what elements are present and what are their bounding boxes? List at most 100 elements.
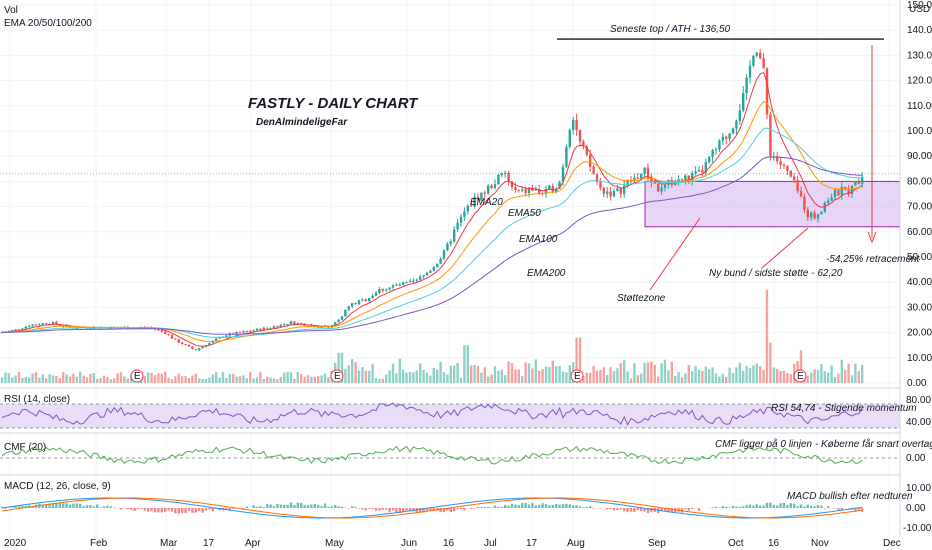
candle-body [636,177,639,179]
candle-body [276,326,279,328]
macd-histogram-bar [820,505,823,508]
candle-body [177,339,180,343]
volume-bar [344,368,347,383]
candle-body [830,197,833,201]
macd-histogram-bar [789,503,792,508]
volume-bar [541,369,544,383]
volume-bar [266,376,269,383]
candle-body [657,183,660,192]
candle-body [789,170,792,177]
volume-bar [357,370,361,383]
macd-histogram-bar [58,503,61,508]
macd-histogram-bar [507,505,510,508]
cmf-label: CMF (20) [4,442,46,453]
macd-histogram-bar [629,508,633,512]
candle-body [643,167,646,174]
volume-bar [453,365,456,383]
macd-histogram-bar [769,502,772,508]
volume-bar [531,368,534,383]
candle-body [837,189,840,196]
volume-bar [548,367,551,383]
volume-bar [4,372,7,383]
macd-histogram-bar [623,508,626,512]
macd-histogram-bar [45,504,48,508]
macd-histogram-bar [735,506,738,508]
volume-bar [446,374,449,383]
volume-bar [534,359,537,383]
macd-histogram-bar [378,508,381,511]
volume-bar [65,374,68,383]
macd-histogram-bar [357,508,361,509]
macd-histogram-bar [126,508,129,510]
ema100-label: EMA100 [519,234,558,245]
volume-bars [0,289,864,383]
price-tick: 150.00 [907,0,932,11]
candle-body [483,192,486,194]
candle-body [476,196,480,201]
time-tick: Aug [567,538,585,549]
candle-body [208,342,211,346]
earnings-marker-label: E [797,371,804,382]
volume-bar [160,373,163,383]
candle-body [160,329,163,332]
volume-bar [806,375,809,383]
candle-body [538,188,541,193]
macd-histogram-bar [589,506,592,508]
volume-bar [89,373,92,383]
support-zone-rect [644,180,901,228]
volume-bar [289,372,293,383]
macd-histogram-bar [521,502,524,508]
volume-bar [116,373,119,383]
macd-histogram-bar [646,508,650,514]
time-tick: Feb [90,538,108,549]
macd-histogram-bar [381,508,384,510]
volume-bar [582,375,585,383]
volume-bar [218,377,221,383]
volume-bar [391,363,395,383]
volume-bar [762,370,765,383]
volume-bar [385,374,388,383]
macd-histogram-bar [762,505,765,508]
volume-bar [466,345,469,383]
volume-bar [745,366,748,383]
volume-bar [776,368,779,383]
macd-histogram-bar [453,508,456,512]
volume-bar [694,366,697,383]
volume-bar [585,372,588,383]
macd-histogram-bar [718,507,721,508]
volume-bar [827,372,830,383]
volume-bar [51,375,55,383]
volume-bar [721,373,724,383]
macd-histogram-bar [626,508,629,512]
candle-body [527,187,531,194]
candle-body [779,161,782,165]
candle-body [21,328,24,330]
candle-body [255,328,259,331]
candle-body [558,181,561,189]
macd-histogram-bar [745,505,748,508]
time-tick: 2020 [4,538,27,549]
candle-body [334,322,337,326]
price-axis-panel [900,0,932,550]
volume-bar [799,350,803,383]
rsi-tick: 80.00 [906,395,931,406]
volume-bar [772,367,775,383]
candle-body [310,325,313,327]
volume-bar [844,370,847,383]
candle-body [218,337,221,339]
macd-histogram-bar [425,508,429,511]
candle-body [408,280,412,283]
macd-histogram-bar [150,508,153,512]
candle-body [684,175,687,180]
macd-histogram-bar [551,505,554,508]
macd-histogram-bar [11,507,14,508]
volume-bar [187,377,191,383]
volume-bar [306,375,310,383]
price-tick: 120.00 [907,76,932,87]
time-tick: Dec [883,538,901,549]
support-arrow [649,217,701,291]
macd-histogram-bar [408,508,412,512]
volume-bar [514,369,517,383]
macd-histogram-bar [340,506,344,508]
macd-histogram-bar [323,503,327,508]
